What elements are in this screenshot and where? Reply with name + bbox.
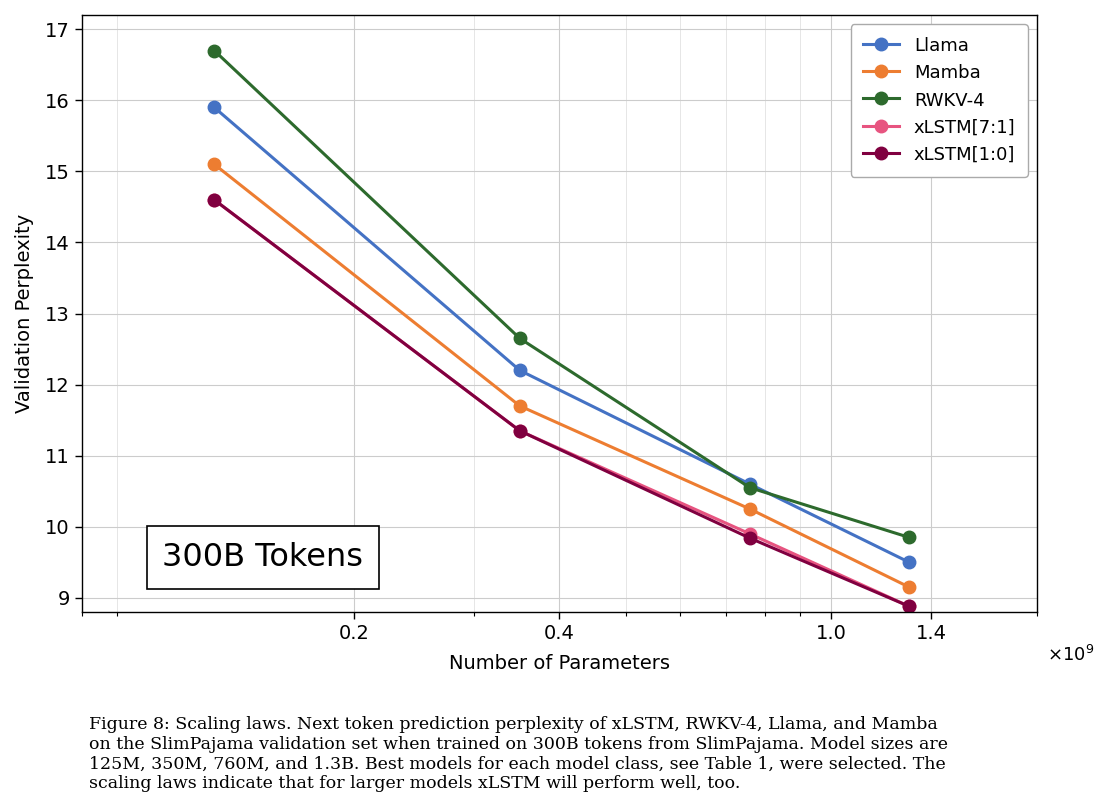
Y-axis label: Validation Perplexity: Validation Perplexity [16,214,34,413]
xLSTM[7:1] [743,529,757,538]
Llama [743,479,757,489]
Mamba [207,159,220,169]
Line: Mamba: Mamba [208,158,915,594]
xLSTM[7:1] [903,602,916,611]
Mamba [743,504,757,514]
Line: Llama: Llama [208,101,915,569]
xLSTM[1:0] [743,534,757,543]
xLSTM[1:0] [513,426,526,436]
Text: 300B Tokens: 300B Tokens [163,542,363,573]
Legend: Llama, Mamba, RWKV-4, xLSTM[7:1], xLSTM[1:0]: Llama, Mamba, RWKV-4, xLSTM[7:1], xLSTM[… [851,24,1028,177]
xLSTM[1:0] [903,602,916,611]
RWKV-4 [743,483,757,493]
RWKV-4 [903,533,916,542]
xLSTM[7:1] [513,426,526,436]
Llama [513,366,526,375]
X-axis label: Number of Parameters: Number of Parameters [449,654,670,673]
Line: RWKV-4: RWKV-4 [208,44,915,544]
Llama [903,558,916,567]
Llama [207,102,220,112]
Line: xLSTM[7:1]: xLSTM[7:1] [208,194,915,613]
Text: $\times10^9$: $\times10^9$ [1047,645,1094,665]
RWKV-4 [513,334,526,343]
Mamba [903,582,916,592]
xLSTM[7:1] [207,195,220,205]
Line: xLSTM[1:0]: xLSTM[1:0] [208,194,915,613]
Text: Figure 8: Scaling laws. Next token prediction perplexity of xLSTM, RWKV-4, Llama: Figure 8: Scaling laws. Next token predi… [89,716,947,792]
xLSTM[1:0] [207,195,220,205]
RWKV-4 [207,46,220,55]
Mamba [513,401,526,410]
